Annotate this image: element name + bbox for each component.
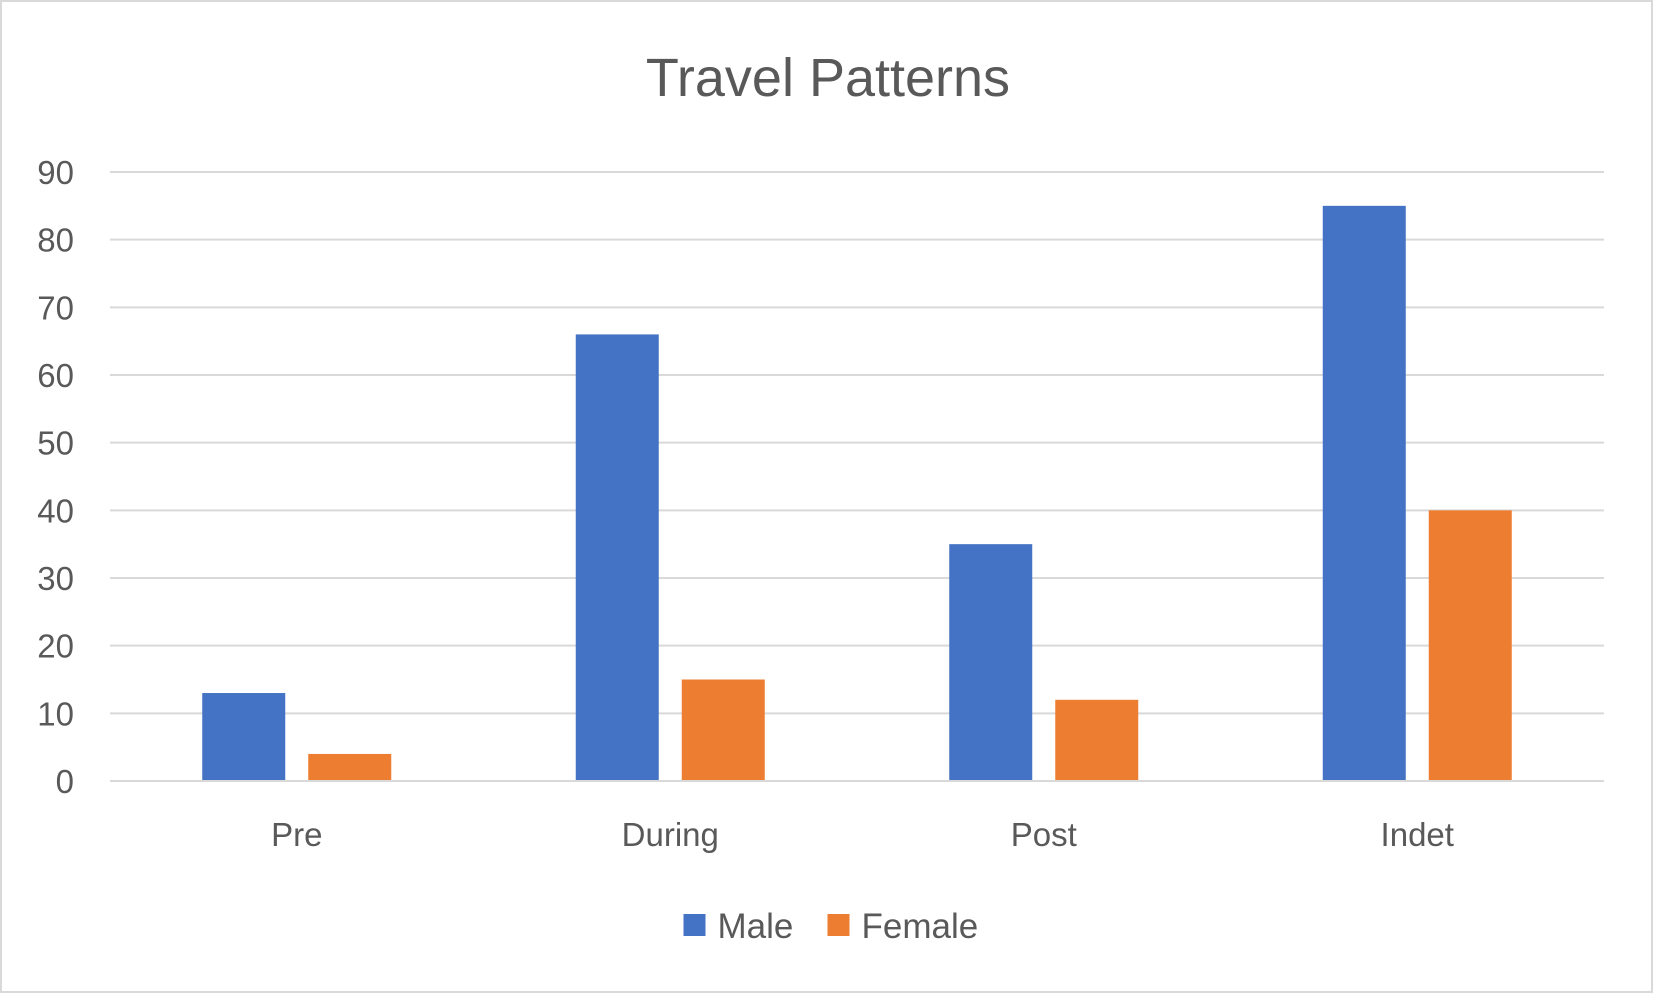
bar-female-pre [308, 753, 392, 781]
bar-female-during [681, 679, 765, 781]
bar-male-indet [1322, 205, 1406, 782]
y-tick-label: 70 [37, 289, 74, 326]
bar-male-during [575, 334, 659, 781]
bars [202, 205, 1512, 782]
y-tick-label: 50 [37, 425, 74, 462]
bar-female-post [1055, 699, 1139, 781]
y-tick-label: 80 [37, 222, 74, 259]
bar-male-post [949, 544, 1033, 781]
x-tick-label: Indet [1381, 816, 1454, 853]
y-tick-label: 90 [37, 154, 74, 191]
y-tick-label: 60 [37, 357, 74, 394]
y-tick-label: 30 [37, 560, 74, 597]
legend-label-male: Male [718, 907, 794, 946]
y-tick-label: 20 [37, 628, 74, 665]
x-tick-label: During [622, 816, 719, 853]
y-tick-label: 10 [37, 695, 74, 732]
legend-swatch-male [683, 914, 706, 936]
legend-swatch-female [827, 914, 850, 936]
chart-title: Travel Patterns [646, 48, 1010, 108]
x-tick-label: Post [1011, 816, 1077, 853]
gridlines [110, 171, 1604, 782]
bar-male-pre [202, 693, 286, 781]
y-tick-label: 40 [37, 492, 74, 529]
x-tick-label: Pre [271, 816, 322, 853]
y-tick-label: 0 [56, 763, 74, 800]
axes: 0 10 20 30 40 50 60 70 80 90 Pre During Post Indet [37, 154, 1604, 853]
legend-label-female: Female [862, 907, 979, 946]
bar-female-indet [1428, 510, 1512, 781]
legend: Male Female [683, 907, 979, 946]
